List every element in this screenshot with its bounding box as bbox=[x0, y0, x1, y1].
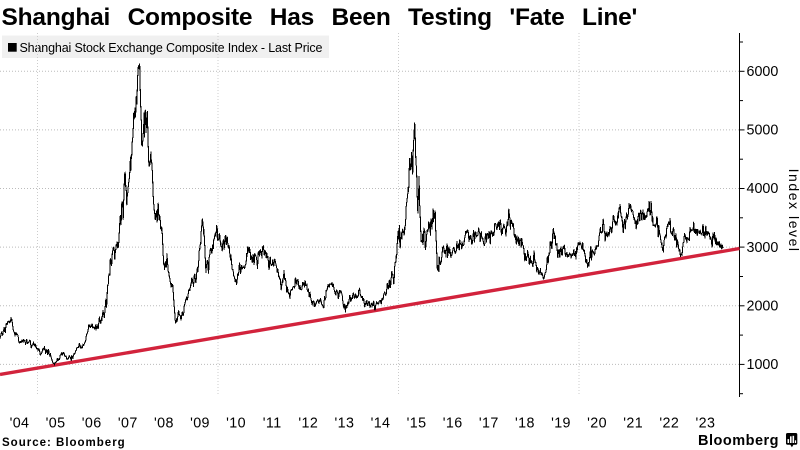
svg-text:Index level: Index level bbox=[786, 169, 800, 253]
svg-text:'23: '23 bbox=[695, 415, 715, 431]
svg-text:'10: '10 bbox=[226, 415, 246, 431]
svg-text:'04: '04 bbox=[10, 415, 30, 431]
svg-text:'18: '18 bbox=[515, 415, 535, 431]
svg-text:'11: '11 bbox=[263, 415, 282, 431]
svg-text:'15: '15 bbox=[407, 415, 427, 431]
svg-text:'21: '21 bbox=[623, 415, 643, 431]
svg-text:'08: '08 bbox=[154, 415, 174, 431]
svg-text:'12: '12 bbox=[298, 415, 318, 431]
svg-text:'20: '20 bbox=[587, 415, 607, 431]
svg-text:Shanghai Composite Has Been Te: Shanghai Composite Has Been Testing 'Fat… bbox=[2, 4, 638, 31]
svg-text:'09: '09 bbox=[190, 415, 210, 431]
svg-text:'07: '07 bbox=[118, 415, 138, 431]
svg-text:'17: '17 bbox=[479, 415, 499, 431]
svg-text:3000: 3000 bbox=[747, 240, 779, 256]
svg-text:6000: 6000 bbox=[747, 64, 779, 80]
svg-text:2000: 2000 bbox=[747, 299, 779, 315]
svg-text:1000: 1000 bbox=[747, 357, 779, 373]
svg-text:'14: '14 bbox=[371, 415, 391, 431]
svg-text:'05: '05 bbox=[46, 415, 66, 431]
svg-text:'16: '16 bbox=[443, 415, 463, 431]
svg-text:'06: '06 bbox=[82, 415, 102, 431]
svg-text:'19: '19 bbox=[551, 415, 571, 431]
svg-text:Shanghai Stock Exchange Compos: Shanghai Stock Exchange Composite Index … bbox=[20, 41, 323, 55]
svg-text:Source: Bloomberg: Source: Bloomberg bbox=[2, 437, 126, 449]
svg-text:4000: 4000 bbox=[747, 181, 779, 197]
svg-text:'22: '22 bbox=[659, 415, 679, 431]
svg-text:5000: 5000 bbox=[747, 123, 779, 139]
svg-text:Bloomberg: Bloomberg bbox=[698, 433, 779, 449]
svg-text:'13: '13 bbox=[334, 415, 354, 431]
